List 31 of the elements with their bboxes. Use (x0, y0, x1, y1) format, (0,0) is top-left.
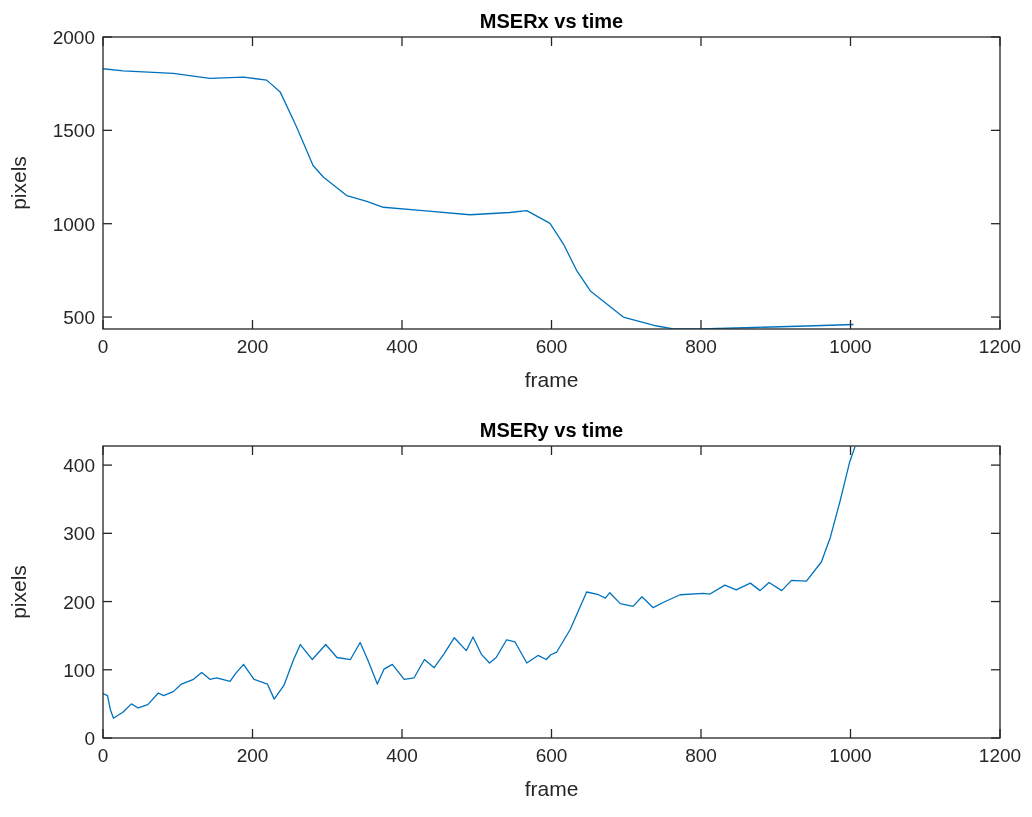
x-tick-label: 800 (685, 336, 717, 357)
chart-title: MSERx vs time (479, 10, 624, 32)
x-tick-label: 0 (97, 336, 109, 357)
x-tick-label: 200 (236, 336, 269, 357)
y-tick-label: 100 (63, 659, 95, 681)
x-axis-title: frame (524, 777, 579, 800)
y-tick-label: 200 (63, 591, 95, 613)
chart-title: MSERy vs time (479, 419, 624, 441)
x-tick-label: 1200 (978, 336, 1022, 357)
y-tick-label: 1500 (52, 120, 95, 142)
x-tick-label: 1200 (978, 745, 1022, 766)
x-tick-label: 600 (535, 745, 568, 766)
y-tick-label: 500 (63, 307, 95, 329)
y-tick-label: 0 (84, 728, 95, 749)
y-tick-label: 1000 (52, 213, 95, 235)
x-tick-label: 1000 (829, 336, 872, 357)
x-tick-label: 800 (685, 745, 717, 766)
x-tick-label: 600 (535, 336, 568, 357)
line-series (103, 68, 855, 329)
y-tick-label: 300 (63, 523, 95, 545)
y-axis-title: pixels (7, 156, 30, 210)
x-tick-label: 200 (236, 745, 269, 766)
y-tick-label: 400 (63, 455, 95, 477)
x-tick-label: 1000 (829, 745, 872, 766)
x-axis-title: frame (524, 368, 579, 391)
line-series (103, 446, 856, 719)
x-tick-label: 400 (386, 745, 418, 766)
x-tick-label: 400 (386, 336, 418, 357)
y-tick-label: 2000 (52, 27, 95, 48)
x-tick-label: 0 (97, 745, 109, 766)
y-axis-title: pixels (7, 565, 30, 619)
